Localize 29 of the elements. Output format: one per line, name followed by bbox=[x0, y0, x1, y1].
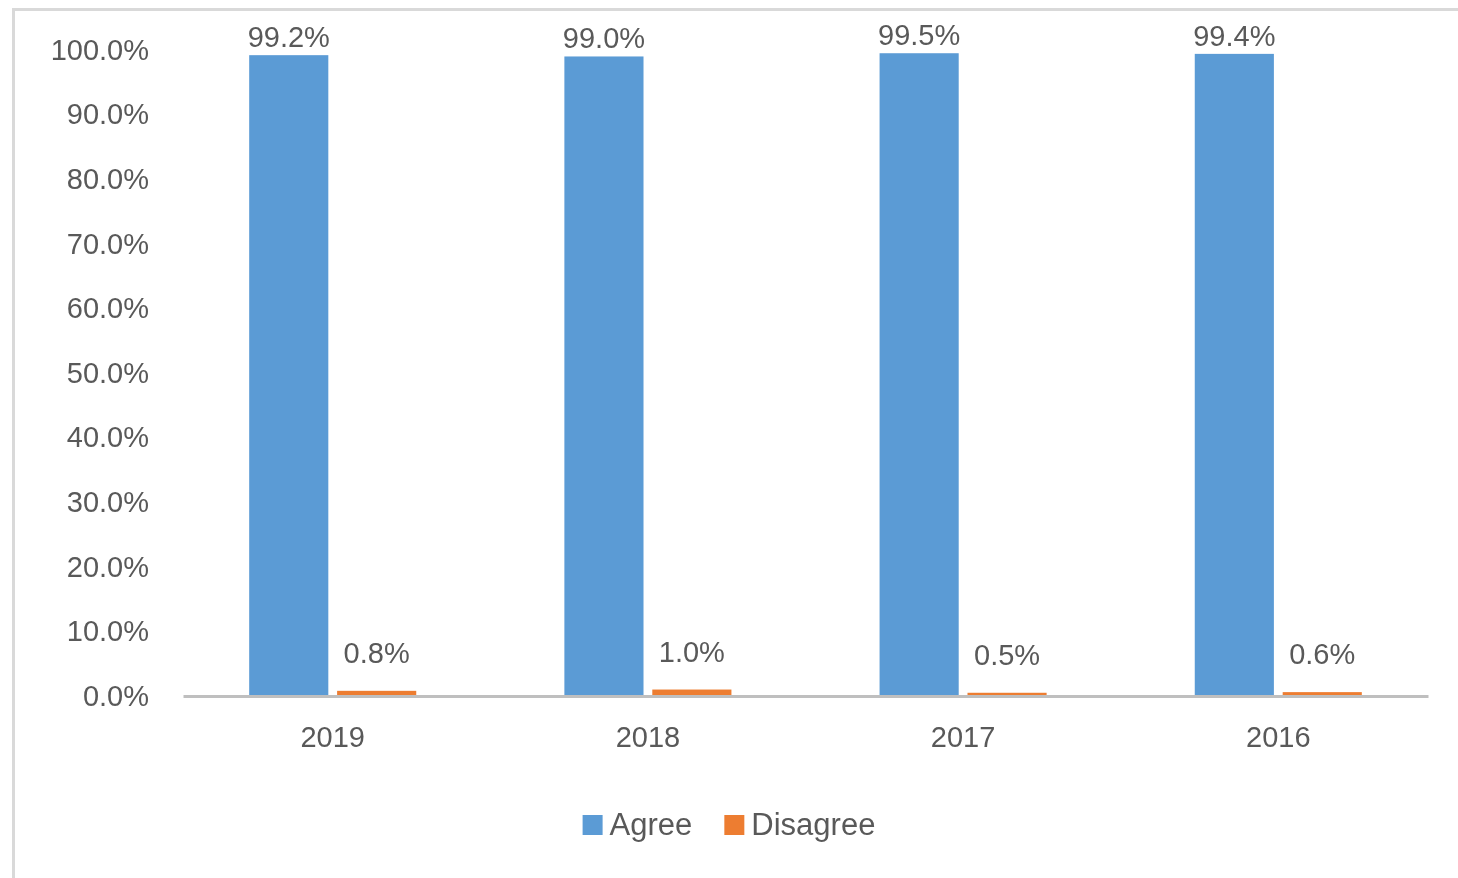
legend-label: Disagree bbox=[751, 807, 876, 842]
y-tick-label: 20.0% bbox=[66, 550, 149, 583]
data-label: 0.8% bbox=[343, 636, 410, 669]
legend-label: Agree bbox=[609, 807, 693, 842]
bar bbox=[564, 56, 644, 696]
x-tick-label: 2016 bbox=[1246, 720, 1311, 753]
x-tick-label: 2019 bbox=[300, 720, 365, 753]
data-label: 0.6% bbox=[1289, 638, 1356, 671]
data-label: 99.5% bbox=[878, 19, 961, 52]
y-tick-label: 10.0% bbox=[66, 615, 149, 648]
y-tick-label: 0.0% bbox=[82, 679, 149, 712]
data-label: 1.0% bbox=[658, 635, 725, 668]
data-label: 99.0% bbox=[562, 22, 646, 55]
data-label: 0.5% bbox=[974, 638, 1041, 671]
y-tick-label: 80.0% bbox=[66, 162, 149, 195]
bar bbox=[879, 53, 959, 696]
y-tick-label: 100.0% bbox=[50, 33, 149, 66]
data-label: 99.2% bbox=[247, 21, 330, 54]
x-tick-label: 2017 bbox=[930, 720, 996, 753]
x-tick-label: 2018 bbox=[615, 720, 681, 753]
bar bbox=[249, 55, 329, 696]
y-tick-label: 30.0% bbox=[66, 485, 149, 518]
data-label: 99.4% bbox=[1193, 19, 1276, 52]
y-tick-label: 40.0% bbox=[66, 421, 149, 454]
bar bbox=[1194, 53, 1274, 696]
y-tick-label: 60.0% bbox=[66, 292, 149, 325]
y-tick-label: 50.0% bbox=[66, 356, 149, 389]
y-tick-label: 90.0% bbox=[66, 98, 149, 131]
y-tick-label: 70.0% bbox=[66, 227, 149, 260]
